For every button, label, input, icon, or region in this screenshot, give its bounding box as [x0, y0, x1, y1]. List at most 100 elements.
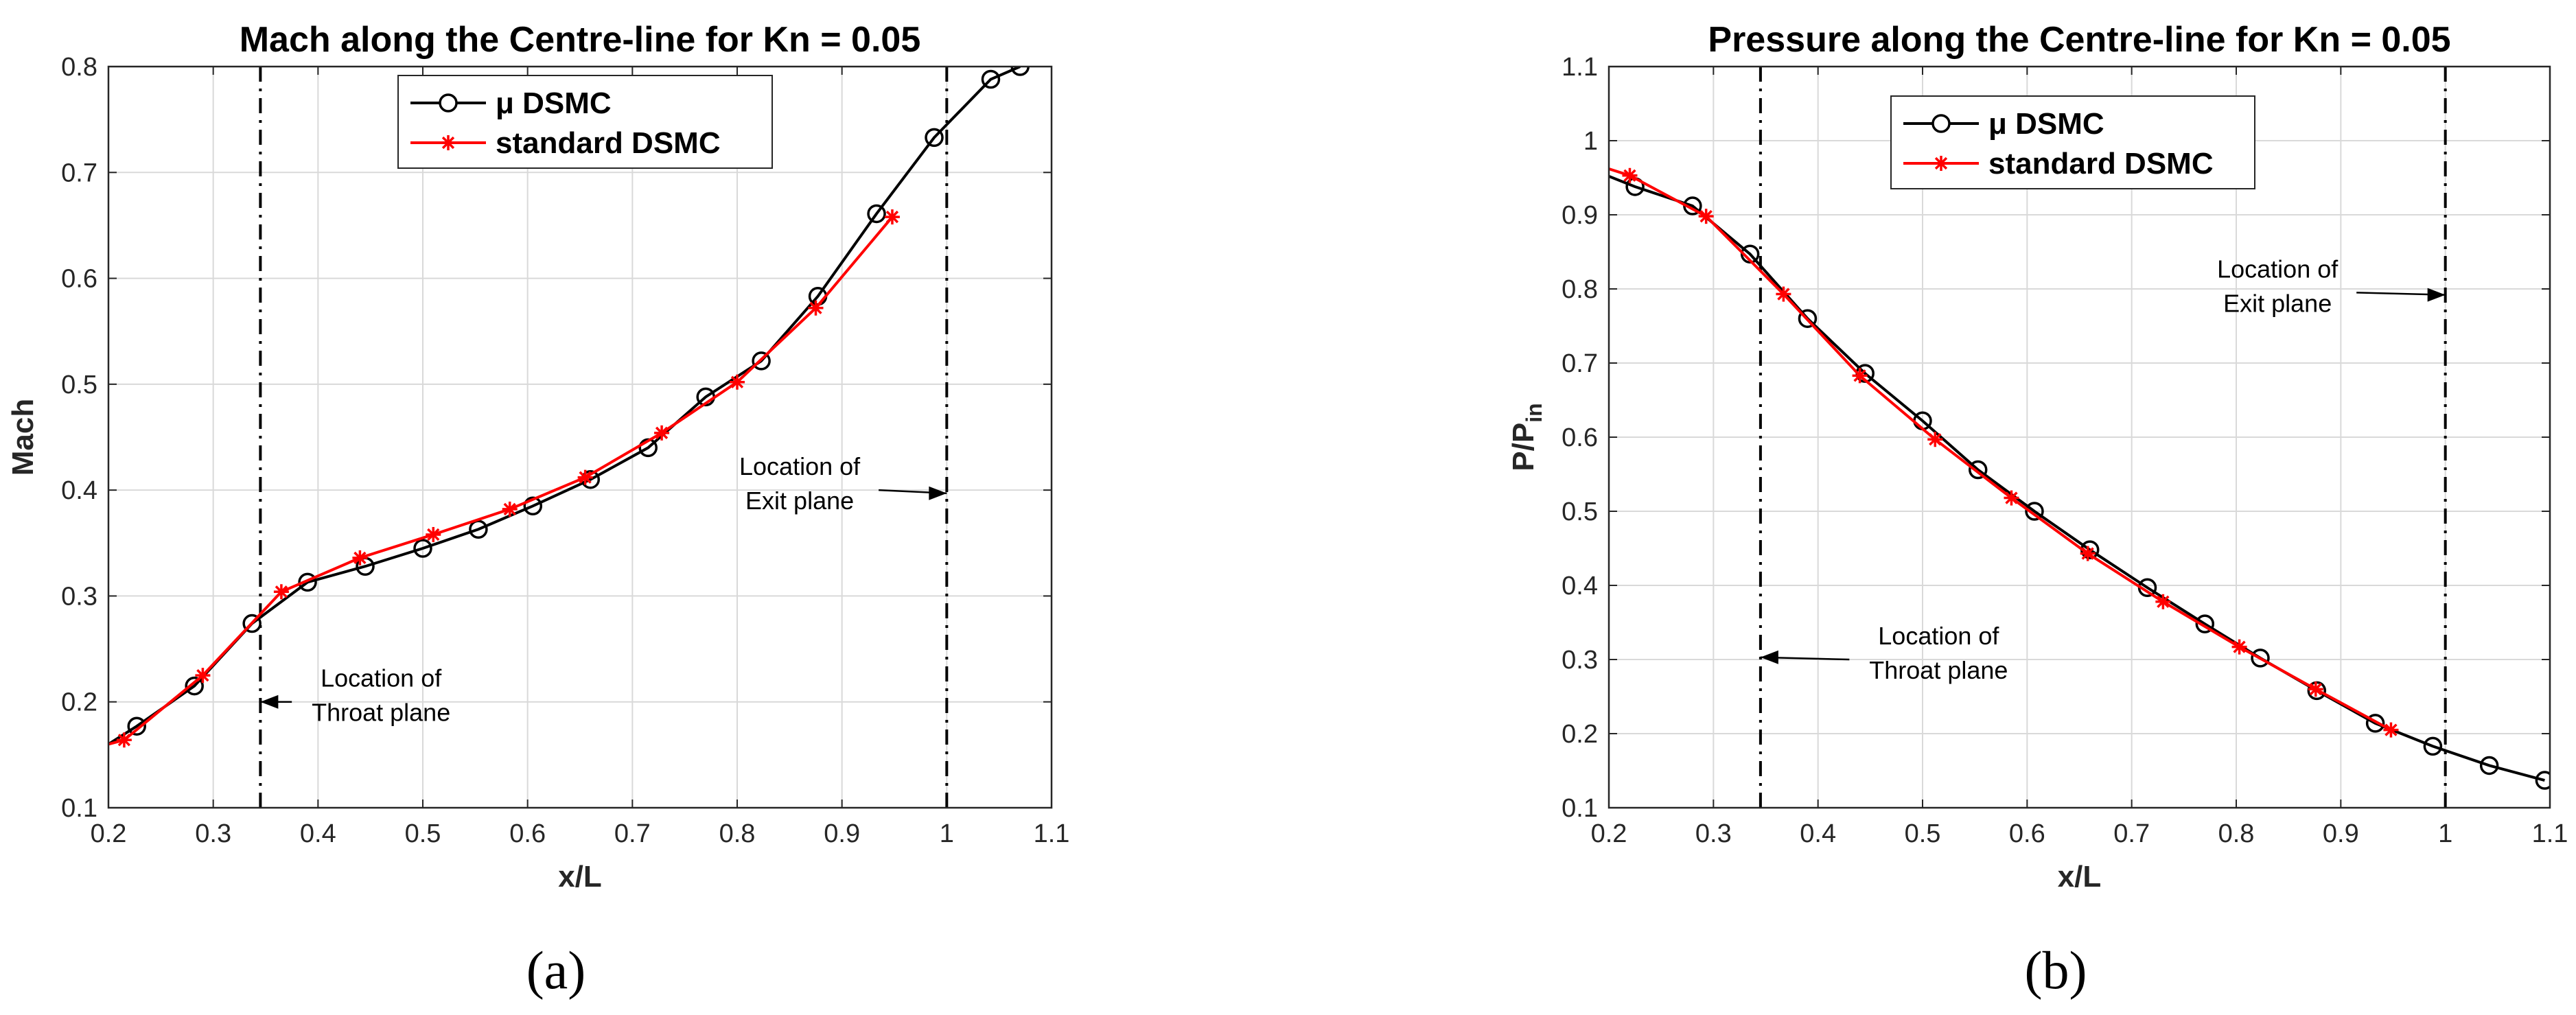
- y-tick-label: 0.6: [61, 265, 97, 294]
- legend-label-1: standard DSMC: [496, 126, 721, 160]
- y-tick-label: 0.5: [61, 371, 97, 399]
- series-line-0: [1609, 174, 2545, 782]
- data-point-circle: [127, 716, 146, 736]
- legend-label-0: μ DSMC: [496, 86, 612, 120]
- data-point-star: [2004, 490, 2019, 506]
- star-stroke: [1623, 169, 1636, 182]
- panel-label-a: (a): [526, 940, 586, 1000]
- y-axis-label: P/Pin: [1507, 403, 1546, 471]
- y-tick-label: 0.2: [1562, 720, 1598, 749]
- x-tick-label: 0.5: [405, 819, 441, 848]
- data-point-circle: [185, 676, 204, 696]
- data-point-circle: [981, 69, 1001, 89]
- annotation-text: Location of: [739, 452, 861, 480]
- x-tick-label: 0.9: [824, 819, 860, 848]
- star-stroke: [2157, 595, 2170, 608]
- data-point-circle: [1010, 67, 1030, 76]
- legend-marker-star: [441, 136, 455, 150]
- x-tick-label: 0.9: [2323, 819, 2359, 848]
- chart-panel-a: 0.2 0.3 0.4 0.5 0.6 0.7 0.8 0.9 1 1.10.10.20.30.4…: [6, 20, 1069, 894]
- series-group: [108, 67, 1030, 748]
- data-point-circle: [752, 351, 771, 371]
- chart-panel-b: 0.2 0.3 0.4 0.5 0.6 0.7 0.8 0.9 1 1.10.10.20.30.4…: [1507, 20, 2568, 894]
- y-tick-label: 0.8: [61, 53, 97, 82]
- data-point-star: [1776, 286, 1791, 302]
- star-stroke: [1699, 210, 1713, 223]
- annotation-text: Location of: [321, 664, 442, 692]
- data-point-circle: [2195, 614, 2215, 633]
- data-point-star: [577, 469, 593, 485]
- x-tick-label: 0.3: [195, 819, 231, 848]
- data-point-circle: [867, 204, 886, 224]
- x-tick-label: 1.1: [2532, 819, 2568, 848]
- data-point-circle: [925, 128, 944, 148]
- data-point-star: [1927, 432, 1943, 447]
- y-tick-label: 1.1: [1562, 53, 1598, 82]
- data-point-circle: [1798, 309, 1818, 328]
- legend-box: [397, 75, 773, 169]
- data-point-star: [116, 732, 132, 748]
- chart-title: Mach along the Centre-line for Kn = 0.05: [240, 20, 921, 60]
- x-tick-label: 1: [2438, 819, 2452, 848]
- y-tick-label: 0.7: [61, 159, 97, 187]
- data-point-circle: [2479, 756, 2499, 775]
- annotation-text: Exit plane: [745, 487, 854, 515]
- data-point-star: [654, 425, 670, 441]
- star-stroke: [503, 502, 516, 516]
- data-point-star: [1852, 368, 1868, 384]
- series-line-1: [1609, 167, 2392, 732]
- legend-marker-circle: [439, 93, 458, 113]
- star-stroke: [730, 375, 744, 388]
- y-tick-label: 0.9: [1562, 201, 1598, 230]
- data-point-circle: [1968, 460, 1988, 480]
- y-tick-label: 0.4: [61, 476, 97, 505]
- star-stroke: [2384, 723, 2398, 736]
- y-tick-label: 0.5: [1562, 498, 1598, 526]
- star-stroke: [885, 210, 899, 224]
- data-point-circle: [523, 496, 543, 516]
- annotation-arrowhead: [1760, 650, 1778, 664]
- star-stroke: [2309, 683, 2322, 696]
- data-point-star: [502, 501, 518, 517]
- data-point-star: [808, 300, 824, 316]
- y-tick-label: 0.1: [1562, 794, 1598, 823]
- x-tick-label: 1: [940, 819, 954, 848]
- annotation-arrowhead: [260, 695, 279, 709]
- chart-title: Pressure along the Centre-line for Kn = …: [1708, 20, 2450, 60]
- x-tick-label: 0.8: [719, 819, 756, 848]
- x-tick-label: 0.4: [300, 819, 336, 848]
- x-tick-label: 0.8: [2218, 819, 2255, 848]
- data-point-circle: [2025, 502, 2044, 521]
- data-point-star: [2155, 594, 2171, 609]
- x-tick-label: 0.7: [614, 819, 651, 848]
- axes-box: [1608, 65, 2551, 809]
- star-stroke: [353, 551, 367, 565]
- y-axis-label: Mach: [6, 399, 40, 476]
- data-point-star: [426, 526, 441, 542]
- data-point-star: [1698, 209, 1714, 224]
- x-axis-label: x/L: [558, 860, 602, 894]
- x-tick-label: 0.3: [1695, 819, 1732, 848]
- y-tick-label: 0.7: [1562, 349, 1598, 378]
- star-stroke: [117, 734, 131, 747]
- star-stroke: [275, 585, 288, 598]
- annotation-text: Exit plane: [2223, 289, 2332, 317]
- x-tick-label: 0.6: [509, 819, 546, 848]
- legend-marker-circle: [1931, 114, 1951, 133]
- y-tick-label: 0.1: [61, 794, 97, 823]
- annotation-text: Throat plane: [312, 699, 450, 727]
- data-point-star: [884, 209, 900, 225]
- data-point-circle: [2423, 736, 2443, 756]
- annotation-text: Location of: [1878, 622, 1999, 650]
- data-point-circle: [2251, 649, 2270, 668]
- data-point-star: [2383, 722, 2399, 738]
- data-point-star: [2080, 546, 2096, 561]
- annotation-arrowhead: [929, 486, 947, 500]
- data-point-circle: [413, 539, 432, 558]
- star-stroke: [1929, 433, 1942, 446]
- annotation-arrowhead: [2427, 288, 2446, 302]
- x-tick-label: 0.2: [1591, 819, 1627, 848]
- axes-box: [107, 65, 1053, 809]
- legend-label-0: μ DSMC: [1988, 107, 2104, 141]
